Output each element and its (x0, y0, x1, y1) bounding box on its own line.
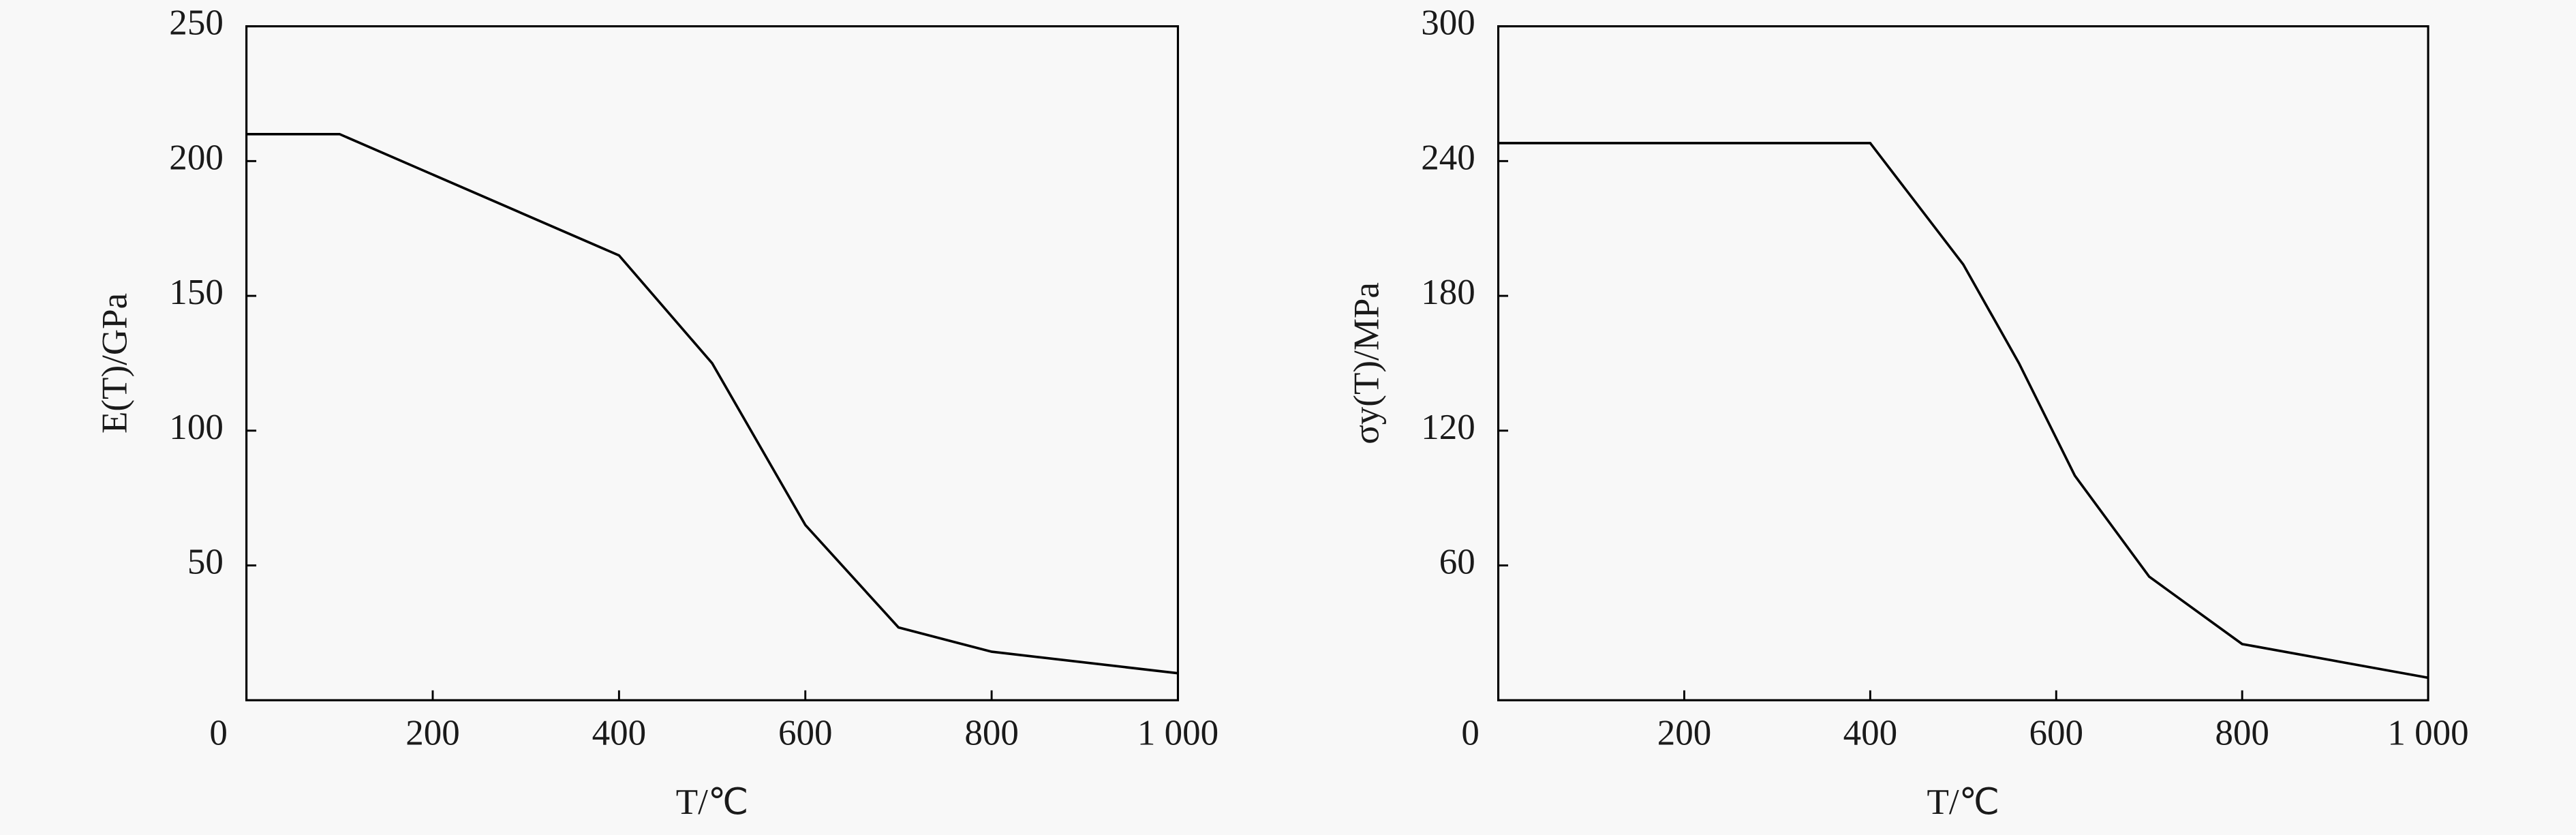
plot-frame (1497, 25, 2429, 701)
x-tick-label: 600 (2029, 713, 2083, 753)
y-tick-label: 120 (1421, 408, 1475, 447)
plot-frame (245, 25, 1180, 701)
y-tick-label: 60 (1439, 543, 1475, 582)
x-tick-label: 0 (209, 713, 228, 753)
y-tick-label: 100 (169, 408, 224, 447)
y-tick-label: 50 (187, 543, 224, 582)
x-tick-label: 400 (1843, 713, 1898, 753)
x-tick-label: 200 (1657, 713, 1712, 753)
y-axis-label: E(T)/GPa (95, 293, 135, 434)
x-tick-label: 800 (2215, 713, 2269, 753)
x-tick-label: 600 (778, 713, 833, 753)
data-line (1498, 142, 2429, 680)
x-tick-label: 400 (592, 713, 647, 753)
x-tick-label: 0 (1461, 713, 1479, 753)
y-tick-label: 300 (1421, 3, 1475, 43)
y-tick-label: 250 (169, 3, 224, 43)
x-tick-label: 800 (964, 713, 1019, 753)
y-tick-label: 240 (1421, 138, 1475, 177)
y-tick-label: 150 (169, 273, 224, 312)
x-tick-label: 200 (405, 713, 460, 753)
data-line (246, 132, 1178, 675)
x-tick-label: 1 000 (2387, 713, 2468, 753)
y-tick-label: 180 (1421, 273, 1475, 312)
y-tick-label: 200 (169, 138, 224, 177)
x-tick-label: 1 000 (1137, 713, 1218, 753)
x-axis-label: T/℃ (1927, 783, 1999, 822)
x-axis-label: T/℃ (676, 783, 749, 822)
y-axis-label: σy(T)/MPa (1347, 282, 1387, 444)
